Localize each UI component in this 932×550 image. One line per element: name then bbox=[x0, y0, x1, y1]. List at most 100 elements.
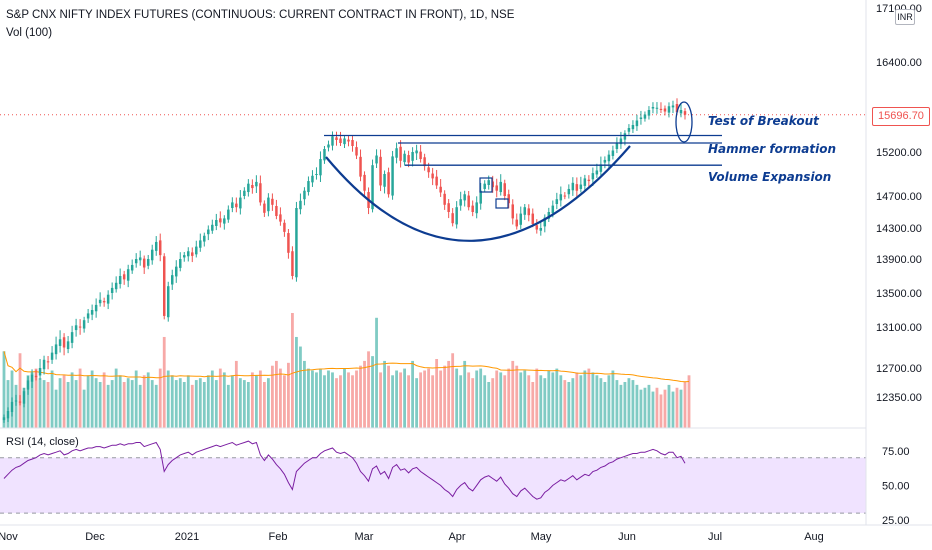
candle-body bbox=[559, 194, 563, 201]
candle-body bbox=[371, 165, 374, 210]
volume-bar bbox=[283, 375, 286, 428]
volume-bar bbox=[403, 368, 406, 428]
volume-bar bbox=[295, 336, 298, 428]
candle-body bbox=[50, 352, 54, 360]
candle-body bbox=[227, 209, 230, 220]
candle-body bbox=[663, 108, 667, 112]
candle-body bbox=[6, 411, 10, 419]
volume-bar bbox=[567, 382, 571, 428]
volume-bar bbox=[206, 375, 210, 428]
volume-bar bbox=[114, 368, 118, 428]
candle-body bbox=[311, 175, 314, 183]
volume-bar bbox=[423, 370, 427, 428]
volume-bar bbox=[375, 317, 378, 428]
volume-bar bbox=[62, 375, 66, 428]
candle-body bbox=[379, 156, 382, 186]
volume-bar bbox=[170, 375, 174, 428]
candle-body bbox=[303, 190, 306, 200]
candle-body bbox=[639, 117, 643, 119]
volume-bar bbox=[499, 372, 503, 428]
price-tick-label: 14700.00 bbox=[876, 191, 922, 203]
volume-bar bbox=[603, 382, 607, 428]
time-tick-label: May bbox=[531, 531, 552, 543]
volume-label: Vol (100) bbox=[6, 27, 53, 39]
volume-bar bbox=[463, 360, 467, 428]
volume-bar bbox=[210, 370, 214, 428]
candle-body bbox=[607, 154, 611, 162]
volume-bar bbox=[355, 370, 358, 428]
volume-bar bbox=[443, 365, 447, 428]
breakout-circle bbox=[675, 101, 693, 143]
candle-body bbox=[503, 183, 506, 196]
volume-bar bbox=[395, 370, 398, 428]
candle-body bbox=[419, 151, 422, 160]
rsi-tick-label: 75.00 bbox=[882, 446, 910, 458]
candle-body bbox=[62, 337, 66, 348]
volume-bar bbox=[74, 380, 78, 428]
volume-bar bbox=[479, 368, 483, 428]
candle-body bbox=[207, 229, 210, 235]
candle-body bbox=[118, 276, 122, 285]
annotation-label: Hammer formation bbox=[708, 142, 836, 156]
candle-body bbox=[635, 120, 639, 127]
currency-badge[interactable]: INR bbox=[895, 9, 915, 25]
candle-body bbox=[391, 156, 394, 196]
volume-bar bbox=[639, 389, 643, 428]
candle-body bbox=[154, 241, 158, 251]
volume-bar bbox=[531, 382, 535, 428]
volume-bar bbox=[323, 375, 326, 428]
candle-body bbox=[2, 417, 6, 421]
volume-bar bbox=[347, 372, 350, 428]
candle-body bbox=[539, 228, 543, 231]
candle-body bbox=[491, 181, 494, 188]
volume-bar bbox=[226, 384, 230, 428]
candle-body bbox=[271, 198, 274, 205]
candle-body bbox=[575, 184, 579, 191]
volume-bar bbox=[102, 372, 106, 428]
candle-body bbox=[126, 269, 130, 281]
volume-bar bbox=[58, 378, 62, 428]
volume-bar bbox=[431, 375, 435, 428]
rsi-label: RSI (14, close) bbox=[6, 436, 79, 448]
volume-bar bbox=[667, 384, 671, 428]
volume-ma-line bbox=[3, 351, 690, 383]
candle-body bbox=[623, 133, 627, 140]
candle-body bbox=[547, 212, 551, 219]
candle-body bbox=[102, 301, 106, 303]
price-tick-label: 15200.00 bbox=[876, 147, 922, 159]
candle-body bbox=[519, 213, 523, 225]
price-pane[interactable] bbox=[2, 98, 687, 423]
volume-bar bbox=[519, 372, 523, 428]
candle-body bbox=[223, 218, 226, 224]
candle-body bbox=[571, 182, 575, 191]
cup-curve bbox=[325, 145, 631, 242]
volume-bar bbox=[262, 382, 266, 428]
candle-body bbox=[403, 153, 406, 163]
candle-body bbox=[683, 111, 687, 115]
annotation-label: Volume Expansion bbox=[708, 170, 831, 184]
volume-bar bbox=[687, 375, 691, 428]
volume-bar bbox=[483, 375, 487, 428]
volume-bar bbox=[587, 368, 591, 428]
candle-body bbox=[219, 218, 222, 223]
candle-body bbox=[195, 246, 198, 255]
candle-body bbox=[203, 235, 206, 242]
candle-body bbox=[307, 181, 310, 193]
volume-bar bbox=[194, 380, 198, 428]
candle-body bbox=[631, 125, 635, 130]
chart-title: S&P CNX NIFTY INDEX FUTURES (CONTINUOUS:… bbox=[6, 9, 515, 21]
volume-bar bbox=[18, 353, 22, 428]
candle-body bbox=[655, 107, 659, 109]
candle-body bbox=[475, 202, 478, 214]
candle-body bbox=[579, 184, 583, 189]
candle-body bbox=[527, 208, 531, 216]
candle-body bbox=[235, 203, 238, 208]
volume-bar bbox=[291, 313, 294, 428]
candle-body bbox=[315, 174, 318, 175]
volume-bar bbox=[407, 375, 410, 428]
candle-body bbox=[671, 105, 675, 108]
volume-bar bbox=[70, 372, 74, 428]
candle-body bbox=[30, 374, 34, 382]
volume-bar bbox=[246, 382, 250, 428]
